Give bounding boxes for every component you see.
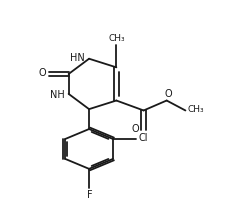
Text: CH₃: CH₃ <box>188 105 204 114</box>
Text: NH: NH <box>50 90 64 99</box>
Text: Cl: Cl <box>138 133 148 143</box>
Text: O: O <box>39 68 46 78</box>
Text: CH₃: CH₃ <box>109 34 126 43</box>
Text: O: O <box>164 88 172 99</box>
Text: HN: HN <box>70 53 85 63</box>
Text: O: O <box>132 124 139 134</box>
Text: F: F <box>87 190 93 200</box>
